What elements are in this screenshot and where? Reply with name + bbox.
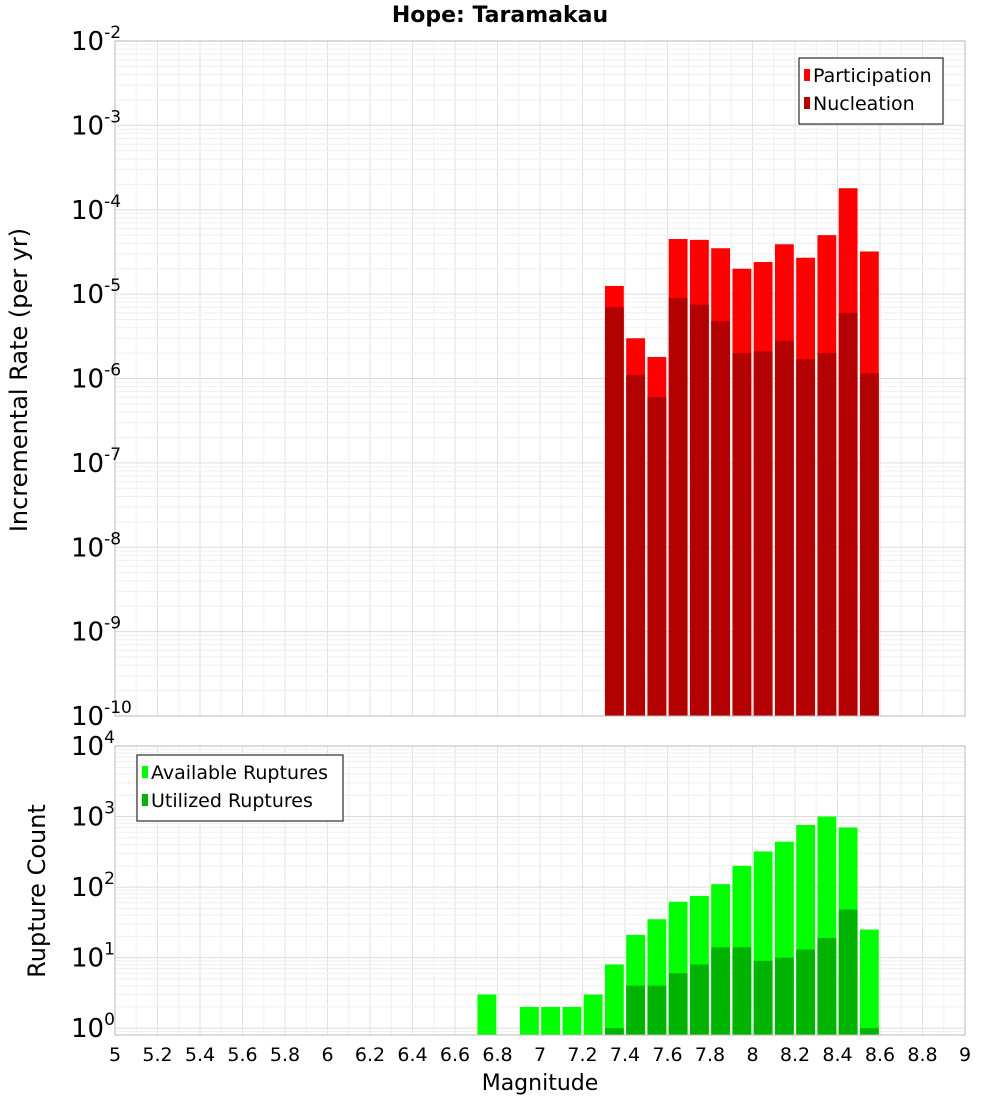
count-bar-utilized-ruptures: [732, 947, 752, 1035]
count-bar-utilized-ruptures: [753, 960, 773, 1035]
count-bar-utilized-ruptures: [796, 949, 816, 1035]
rate-y-tick-label: 10-8: [71, 529, 121, 563]
rate-y-tick-label: 10-2: [71, 23, 121, 57]
count-legend-swatch: [142, 794, 148, 806]
rate-y-axis-label: Incremental Rate (per yr): [5, 228, 33, 532]
rate-y-tick-label: 10-7: [71, 445, 121, 479]
x-tick-label: 8: [746, 1044, 758, 1066]
count-bar-utilized-ruptures: [711, 947, 731, 1035]
rate-plot-border: [114, 40, 966, 717]
rate-y-tick-label: 10-5: [71, 276, 121, 310]
rate-y-tick-label: 10-9: [71, 614, 121, 648]
rate-bar-nucleation: [838, 312, 858, 716]
count-panel: 100 101 102 103 104: [71, 728, 966, 1044]
count-bar-utilized-ruptures: [774, 957, 794, 1035]
chart-title: Hope: Taramakau: [392, 3, 608, 28]
count-bar-available-ruptures: [859, 929, 879, 1035]
rate-bar-nucleation: [647, 397, 667, 716]
count-legend: Available Ruptures Utilized Ruptures: [136, 754, 344, 822]
x-tick-label: 6.4: [397, 1044, 427, 1066]
rate-bar-nucleation: [732, 353, 752, 716]
rate-y-tick-label: 10-3: [71, 107, 121, 141]
count-bar-utilized-ruptures: [859, 1028, 879, 1035]
x-tick-label: 5.2: [142, 1044, 172, 1066]
x-tick-label: 8.2: [780, 1044, 810, 1066]
count-y-tick-label: 104: [71, 728, 115, 762]
x-axis-label: Magnitude: [482, 1071, 599, 1096]
x-tick-label: 5: [109, 1044, 121, 1066]
count-bar-utilized-ruptures: [689, 964, 709, 1035]
rate-bar-nucleation: [817, 353, 837, 716]
x-tick-label: 6.2: [355, 1044, 385, 1066]
count-bar-available-ruptures: [477, 994, 497, 1035]
x-tick-label: 6.6: [440, 1044, 470, 1066]
rate-bar-nucleation: [753, 351, 773, 716]
count-legend-box: [136, 754, 344, 822]
count-legend-label: Utilized Ruptures: [151, 790, 313, 812]
x-tick-label: 9: [959, 1044, 971, 1066]
rate-legend: Participation Nucleation: [798, 57, 944, 125]
count-bar-available-ruptures: [562, 1006, 582, 1035]
x-tick-label: 7.4: [610, 1044, 640, 1066]
count-plot-border: [114, 745, 966, 1036]
x-tick-label: 6.8: [482, 1044, 512, 1066]
rate-bar-nucleation: [626, 375, 646, 716]
count-bar-utilized-ruptures: [647, 985, 667, 1035]
count-y-axis-label: Rupture Count: [23, 804, 51, 978]
x-tick-label: 8.6: [865, 1044, 895, 1066]
count-bar-available-ruptures: [604, 964, 624, 1035]
x-axis-ticks: 5 5.2 5.4 5.6 5.8 6 6.2 6.4 6.6 6.8 7 7.2 7.4 7.6 7.8 8…: [109, 1044, 971, 1066]
x-tick-label: 7.6: [652, 1044, 682, 1066]
count-bar-available-ruptures: [583, 994, 603, 1035]
count-bar-available-ruptures: [541, 1006, 561, 1035]
rate-y-tick-label: 10-6: [71, 361, 121, 395]
rate-bar-nucleation: [604, 307, 624, 716]
count-bar-utilized-ruptures: [626, 985, 646, 1035]
x-tick-label: 5.8: [270, 1044, 300, 1066]
rate-legend-label: Nucleation: [813, 93, 915, 115]
count-bar-available-ruptures: [519, 1006, 539, 1035]
rate-bar-nucleation: [774, 340, 794, 716]
rate-bar-nucleation: [668, 297, 688, 716]
count-y-tick-label: 103: [71, 799, 115, 833]
rate-bar-nucleation: [711, 321, 731, 716]
rate-legend-swatch: [804, 69, 810, 81]
count-y-tick-label: 100: [71, 1010, 115, 1044]
x-tick-label: 7.2: [567, 1044, 597, 1066]
x-tick-label: 7: [534, 1044, 546, 1066]
rate-y-tick-label: 10-4: [71, 192, 121, 226]
rate-bar-nucleation: [689, 304, 709, 716]
count-y-tick-label: 101: [71, 940, 115, 974]
rate-legend-swatch: [804, 97, 810, 109]
rate-panel: 10-10 10-9 10-8 10-7 10-6 10-5 10-4 10-3 10-2: [71, 23, 966, 732]
rate-bar-nucleation: [796, 359, 816, 716]
count-bar-utilized-ruptures: [604, 1028, 624, 1035]
count-y-tick-label: 102: [71, 869, 115, 903]
count-legend-swatch: [142, 766, 148, 778]
x-tick-label: 8.8: [907, 1044, 937, 1066]
x-tick-label: 8.4: [822, 1044, 852, 1066]
count-bar-utilized-ruptures: [668, 973, 688, 1035]
x-tick-label: 6: [321, 1044, 333, 1066]
x-tick-label: 7.8: [695, 1044, 725, 1066]
x-tick-label: 5.4: [185, 1044, 215, 1066]
x-tick-label: 5.6: [227, 1044, 257, 1066]
count-bar-utilized-ruptures: [817, 937, 837, 1035]
rate-legend-box: [798, 57, 944, 125]
rate-bar-nucleation: [859, 373, 879, 716]
count-legend-label: Available Ruptures: [151, 762, 328, 784]
rate-y-tick-label: 10-10: [71, 698, 132, 732]
rate-legend-label: Participation: [813, 65, 932, 87]
count-bar-utilized-ruptures: [838, 909, 858, 1035]
